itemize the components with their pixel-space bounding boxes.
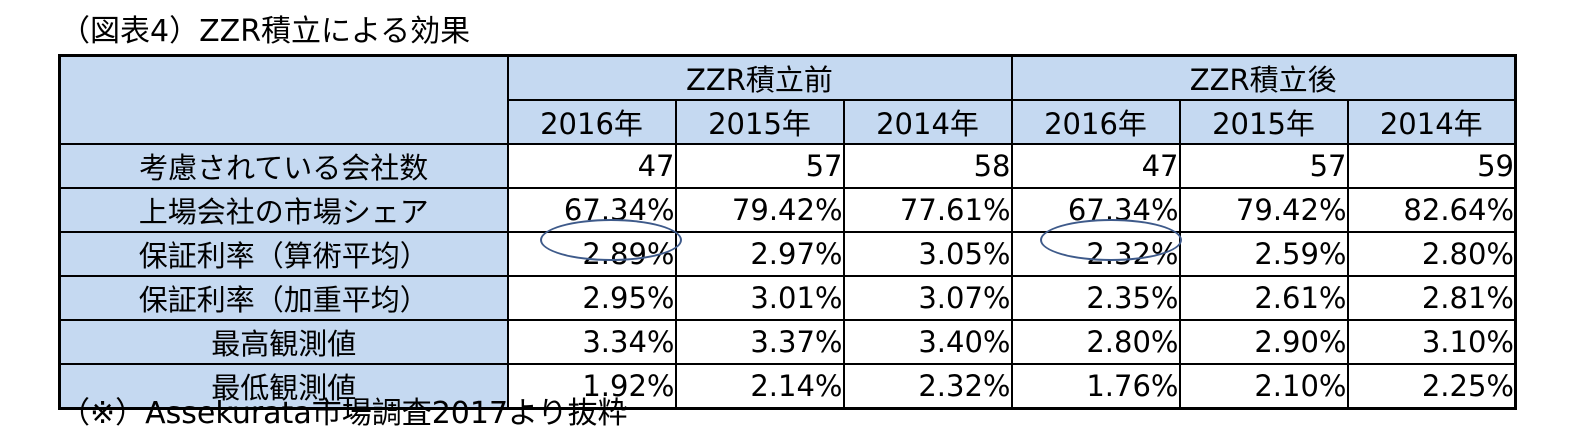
group-header-row: ZZR積立前 ZZR積立後 — [58, 54, 1517, 145]
data-cell: 2.81% — [1346, 275, 1517, 321]
data-cell: 67.34% — [1010, 187, 1181, 233]
data-cell: 2.97% — [674, 231, 845, 277]
group-header-after: ZZR積立後 — [1010, 54, 1517, 101]
data-cell: 79.42% — [674, 187, 845, 233]
table-row: 最低観測値 1.92% 2.14% 2.32% 1.76% 2.10% 2.25… — [58, 363, 1517, 410]
row-label: 保証利率（加重平均） — [58, 275, 509, 321]
data-cell: 1.76% — [1010, 363, 1181, 410]
row-label: 上場会社の市場シェア — [58, 187, 509, 233]
row-label: 最高観測値 — [58, 319, 509, 365]
row-label: 最低観測値 — [58, 363, 509, 410]
year-header: 2016年 — [1010, 99, 1181, 145]
data-cell: 2.10% — [1178, 363, 1349, 410]
data-cell: 47 — [1010, 143, 1181, 189]
data-cell: 3.01% — [674, 275, 845, 321]
data-cell: 2.59% — [1178, 231, 1349, 277]
data-cell: 2.61% — [1178, 275, 1349, 321]
table-row: 最高観測値 3.34% 3.37% 3.40% 2.80% 2.90% 3.10… — [58, 319, 1517, 365]
data-cell: 2.90% — [1178, 319, 1349, 365]
data-cell: 3.10% — [1346, 319, 1517, 365]
year-header: 2016年 — [506, 99, 677, 145]
data-cell: 2.14% — [674, 363, 845, 410]
data-cell: 2.35% — [1010, 275, 1181, 321]
source-footnote: （※）Assekurata市場調査2017より抜粋 — [60, 396, 628, 431]
row-label: 保証利率（算術平均） — [58, 231, 509, 277]
data-cell: 77.61% — [842, 187, 1013, 233]
data-cell: 57 — [1178, 143, 1349, 189]
table-row: 上場会社の市場シェア 67.34% 79.42% 77.61% 67.34% 7… — [58, 187, 1517, 233]
row-label: 考慮されている会社数 — [58, 143, 509, 189]
data-cell: 3.40% — [842, 319, 1013, 365]
data-cell: 2.32% — [1010, 231, 1181, 277]
data-cell: 2.89% — [506, 231, 677, 277]
table-row: 考慮されている会社数 47 57 58 47 57 59 — [58, 143, 1517, 189]
data-cell: 2.32% — [842, 363, 1013, 410]
year-header: 2015年 — [1178, 99, 1349, 145]
year-header: 2014年 — [1346, 99, 1517, 145]
data-cell: 2.95% — [506, 275, 677, 321]
zzr-effect-table: ZZR積立前 ZZR積立後 2016年 2015年 2014年 2016年 20… — [58, 54, 1517, 410]
year-header: 2014年 — [842, 99, 1013, 145]
data-cell: 3.37% — [674, 319, 845, 365]
data-cell: 57 — [674, 143, 845, 189]
data-cell: 3.07% — [842, 275, 1013, 321]
data-cell: 2.25% — [1346, 363, 1517, 410]
data-cell: 58 — [842, 143, 1013, 189]
data-cell: 3.05% — [842, 231, 1013, 277]
table-row: 保証利率（算術平均） 2.89% 2.97% 3.05% 2.32% 2.59%… — [58, 231, 1517, 277]
data-cell: 79.42% — [1178, 187, 1349, 233]
corner-cell — [58, 54, 509, 145]
data-cell: 47 — [506, 143, 677, 189]
data-cell: 2.80% — [1346, 231, 1517, 277]
group-header-before: ZZR積立前 — [506, 54, 1013, 101]
year-header: 2015年 — [674, 99, 845, 145]
data-cell: 82.64% — [1346, 187, 1517, 233]
data-cell: 1.92% — [506, 363, 677, 410]
data-cell: 67.34% — [506, 187, 677, 233]
table-row: 保証利率（加重平均） 2.95% 3.01% 3.07% 2.35% 2.61%… — [58, 275, 1517, 321]
data-cell: 3.34% — [506, 319, 677, 365]
data-cell: 59 — [1346, 143, 1517, 189]
data-cell: 2.80% — [1010, 319, 1181, 365]
year-header-row: 2016年 2015年 2014年 2016年 2015年 2014年 — [60, 99, 1517, 145]
figure-title: （図表4）ZZR積立による効果 — [60, 14, 471, 49]
